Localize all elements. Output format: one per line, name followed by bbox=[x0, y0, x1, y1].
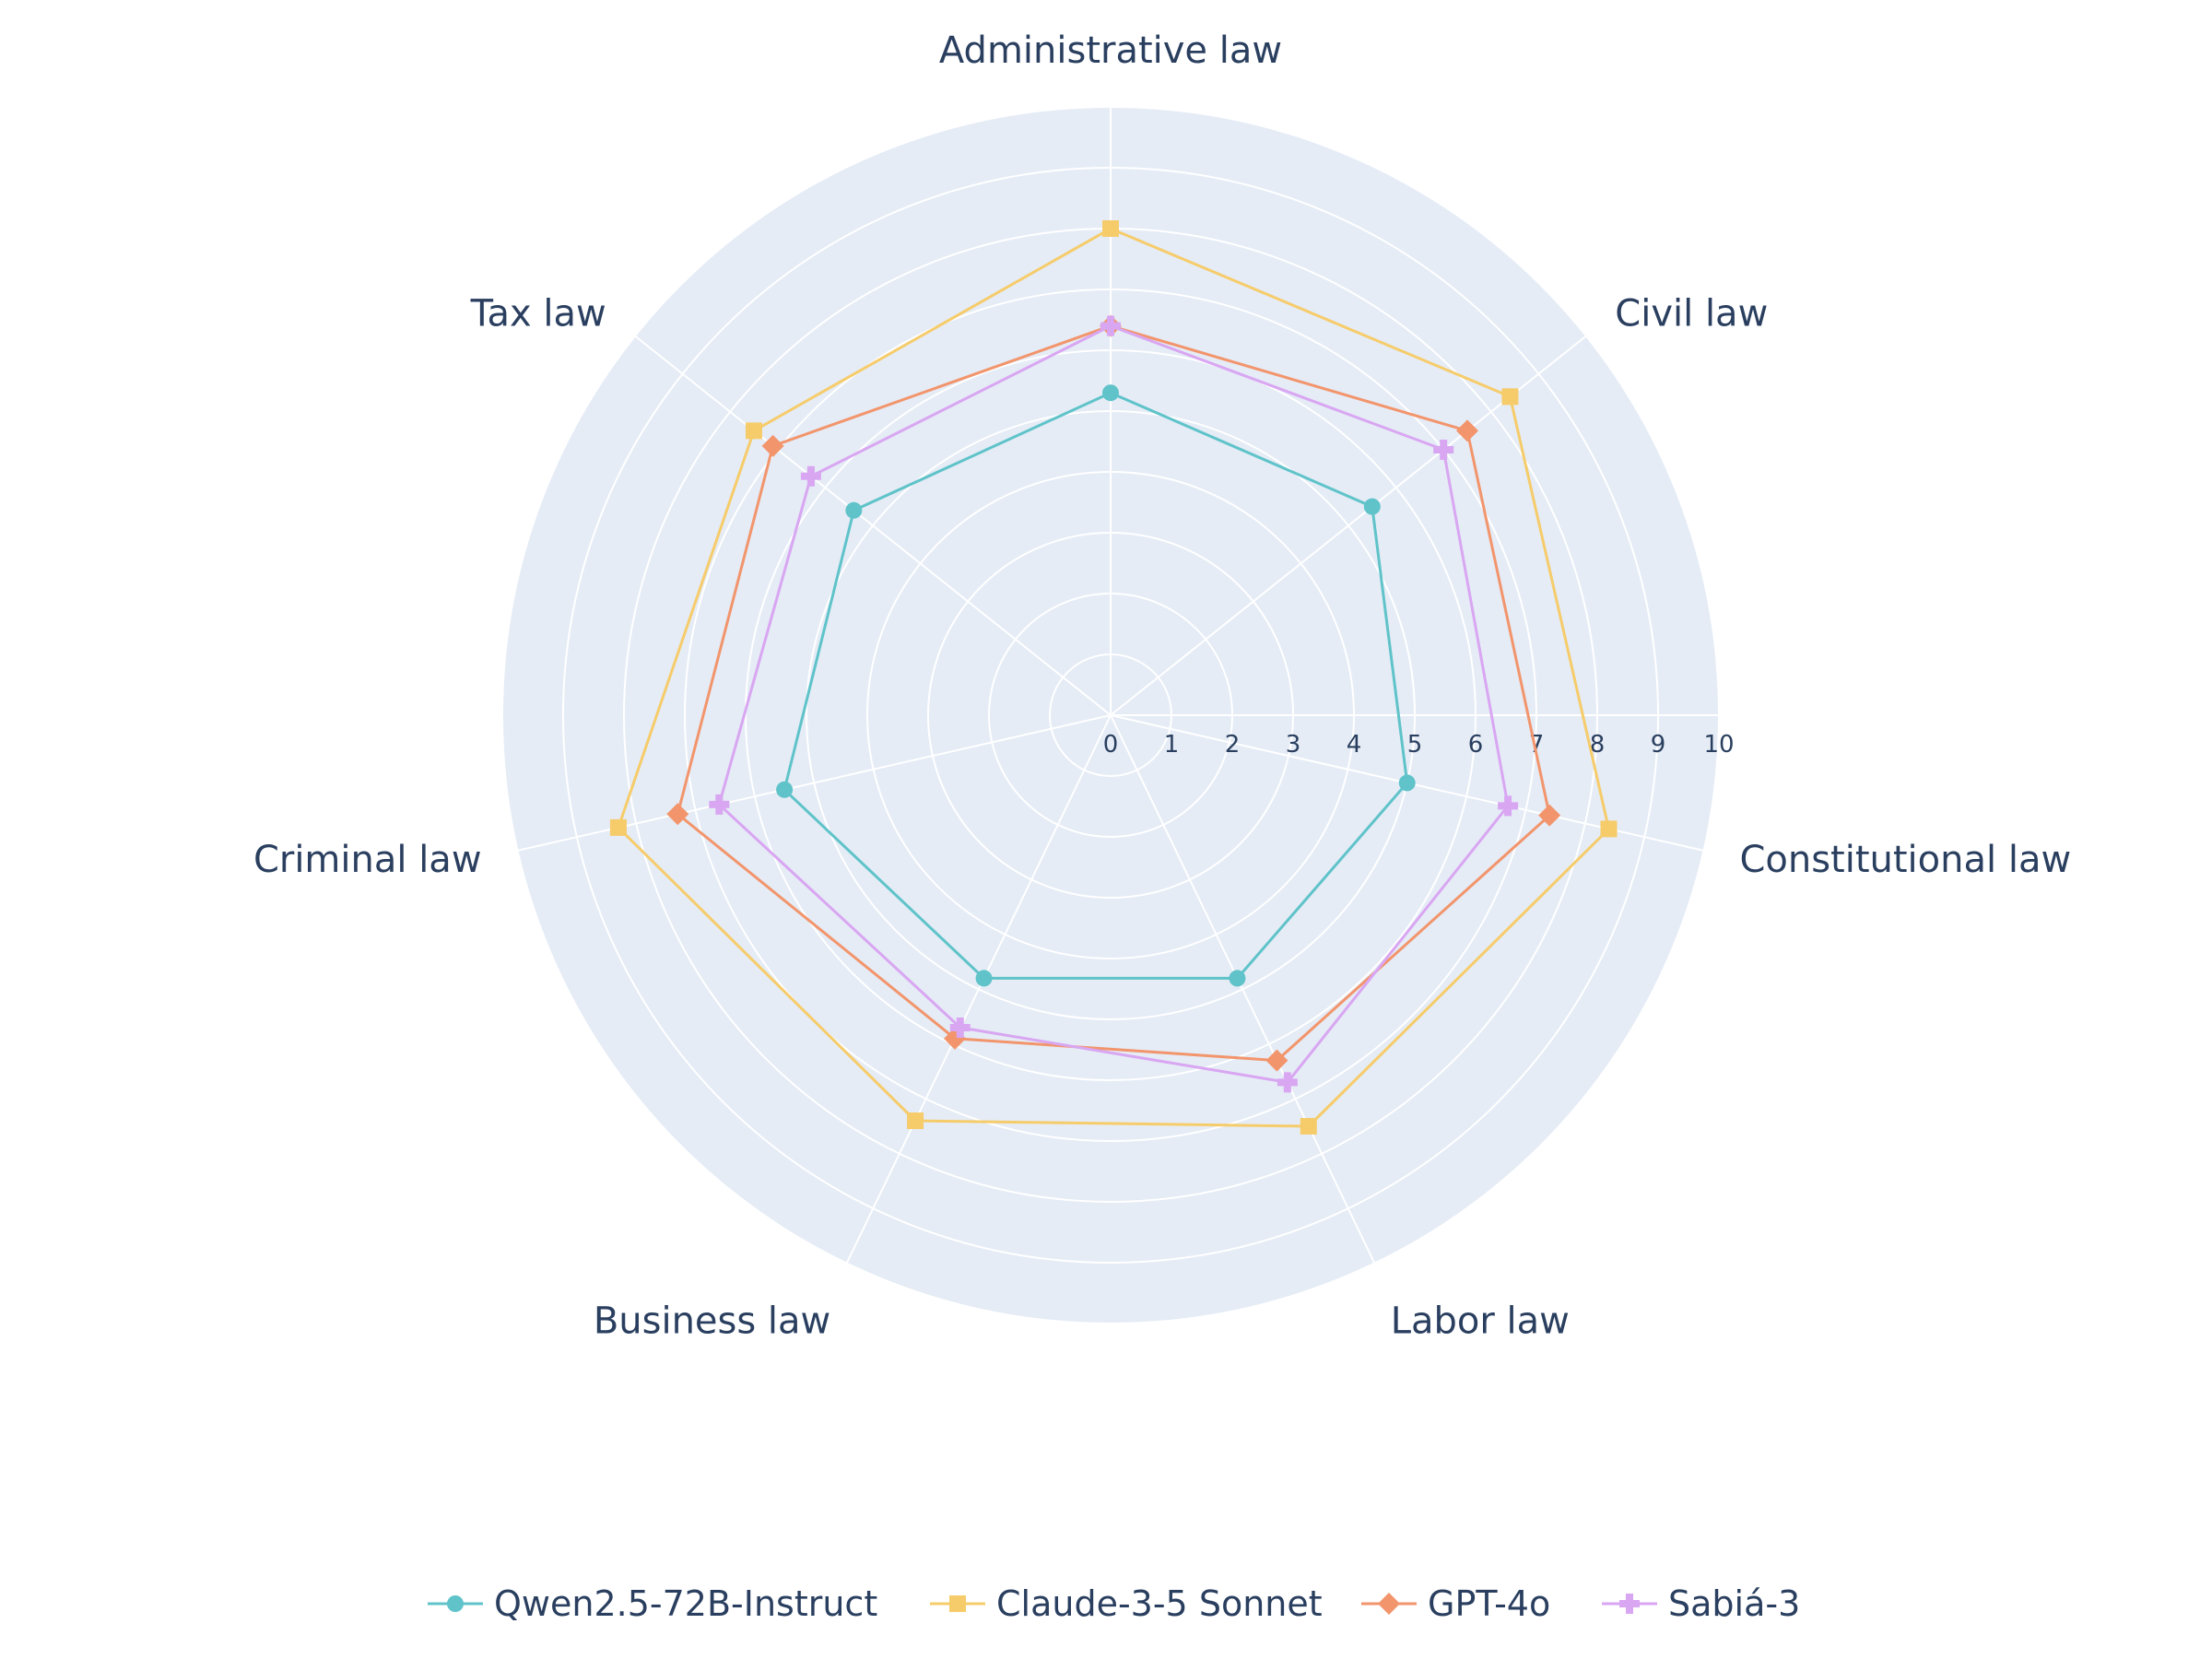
category-axis-labels: Administrative law Civil law Constitutiona… bbox=[253, 29, 2071, 1343]
data-point bbox=[800, 465, 821, 487]
radial-tick-labels: 0 1 2 3 4 5 6 7 8 9 10 bbox=[1103, 731, 1735, 759]
axis-label-business-law: Business law bbox=[594, 1300, 830, 1343]
series-layer bbox=[609, 220, 1618, 1135]
series-line bbox=[782, 391, 1409, 980]
series-claude-3-5-sonnet bbox=[609, 220, 1618, 1135]
legend-marker bbox=[1619, 1594, 1640, 1614]
data-point bbox=[1277, 1072, 1298, 1093]
data-point bbox=[609, 818, 627, 836]
data-point bbox=[745, 422, 762, 440]
radial-tick-label: 3 bbox=[1286, 731, 1301, 759]
data-point bbox=[761, 434, 784, 457]
series-gpt-4o bbox=[666, 314, 1561, 1072]
radial-tick-label: 6 bbox=[1468, 731, 1484, 759]
legend-label: Sabiá-3 bbox=[1668, 1583, 1800, 1624]
data-point bbox=[709, 794, 730, 815]
radial-tick-label: 8 bbox=[1590, 731, 1606, 759]
axis-label-administrative-law: Administrative law bbox=[939, 29, 1282, 72]
data-point bbox=[845, 501, 863, 519]
radial-tick-label: 0 bbox=[1103, 731, 1119, 759]
data-point bbox=[1100, 315, 1121, 336]
legend[interactable]: Qwen2.5-72B-Instruct Claude-3-5 Sonnet GPT… bbox=[428, 1583, 1800, 1624]
data-point bbox=[1600, 820, 1618, 838]
data-point bbox=[907, 1112, 924, 1130]
data-point bbox=[1265, 1049, 1288, 1072]
data-point bbox=[1433, 439, 1454, 460]
radial-tick-label: 2 bbox=[1225, 731, 1241, 759]
grid-spoke bbox=[845, 714, 1112, 1265]
legend-item-qwen2-5-72b-instruct[interactable]: Qwen2.5-72B-Instruct bbox=[428, 1583, 877, 1624]
legend-marker bbox=[447, 1595, 464, 1612]
data-point bbox=[1229, 970, 1246, 987]
data-point bbox=[1398, 774, 1416, 792]
axis-label-constitutional-law: Constitutional law bbox=[1739, 839, 2071, 881]
data-point bbox=[1538, 804, 1561, 827]
series-line bbox=[717, 324, 1510, 1084]
data-point bbox=[666, 803, 689, 826]
data-point bbox=[949, 1017, 971, 1038]
radial-tick-label: 10 bbox=[1703, 731, 1734, 759]
legend-marker bbox=[949, 1595, 966, 1612]
series-sabi-3 bbox=[709, 315, 1519, 1093]
data-point bbox=[776, 781, 794, 798]
data-point bbox=[975, 970, 993, 987]
series-qwen2-5-72b-instruct bbox=[776, 384, 1416, 987]
data-point bbox=[1363, 498, 1381, 515]
legend-item-sabi-3[interactable]: Sabiá-3 bbox=[1602, 1583, 1800, 1624]
data-point bbox=[1300, 1117, 1317, 1135]
grid-spoke bbox=[1110, 714, 1376, 1265]
legend-label: Qwen2.5-72B-Instruct bbox=[494, 1583, 877, 1624]
radial-tick-label: 5 bbox=[1407, 731, 1423, 759]
radial-tick-label: 9 bbox=[1651, 731, 1666, 759]
axis-label-criminal-law: Criminal law bbox=[253, 839, 482, 881]
data-point bbox=[1498, 795, 1519, 817]
grid-spoke bbox=[634, 335, 1112, 716]
data-point bbox=[1501, 388, 1519, 406]
axis-label-tax-law: Tax law bbox=[470, 293, 606, 335]
legend-item-gpt-4o[interactable]: GPT-4o bbox=[1361, 1583, 1550, 1624]
legend-label: Claude-3-5 Sonnet bbox=[996, 1583, 1323, 1624]
radial-tick-label: 4 bbox=[1347, 731, 1362, 759]
data-point bbox=[1102, 384, 1119, 402]
legend-marker bbox=[1378, 1593, 1400, 1615]
legend-label: GPT-4o bbox=[1428, 1583, 1550, 1624]
series-line bbox=[676, 324, 1551, 1063]
radial-tick-label: 1 bbox=[1164, 731, 1180, 759]
legend-item-claude-3-5-sonnet[interactable]: Claude-3-5 Sonnet bbox=[930, 1583, 1323, 1624]
data-point bbox=[1102, 220, 1119, 237]
series-line bbox=[617, 227, 1610, 1128]
axis-label-civil-law: Civil law bbox=[1615, 293, 1768, 335]
data-point bbox=[1456, 419, 1479, 442]
axis-label-labor-law: Labor law bbox=[1391, 1300, 1570, 1343]
